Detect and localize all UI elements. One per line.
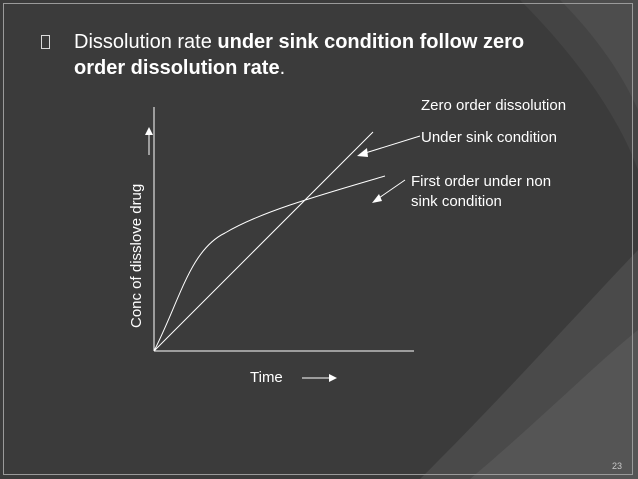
text-regular: Dissolution rate [74, 31, 218, 53]
y-axis-label: Conc of disslove drug [128, 183, 145, 328]
first-order-arrowhead [372, 194, 382, 203]
time-arrowhead [329, 374, 337, 382]
text-period: . [279, 57, 286, 79]
first-order-curve [153, 175, 386, 352]
x-axis-label: Time [250, 369, 283, 386]
first-order-pointer-line [375, 179, 406, 201]
bullet-text: Dissolution rate under sink condition fo… [74, 29, 594, 81]
square-bullet-icon [40, 33, 58, 51]
under-sink-pointer-line [361, 135, 421, 155]
text-bold-continued: order dissolution rate [74, 57, 280, 79]
legend-zero-order: Zero order dissolution [421, 97, 567, 114]
page-number: 23 [611, 461, 622, 471]
zero-order-line [153, 131, 374, 352]
under-sink-arrowhead [357, 148, 368, 157]
legend-under-sink: Under sink condition [421, 129, 557, 146]
y-label-arrowhead [145, 127, 153, 135]
text-bold: under sink condition follow zero [217, 31, 525, 53]
legend-first-order-line2: sink condition [411, 193, 502, 210]
legend-first-order-line1: First order under non [411, 173, 552, 190]
